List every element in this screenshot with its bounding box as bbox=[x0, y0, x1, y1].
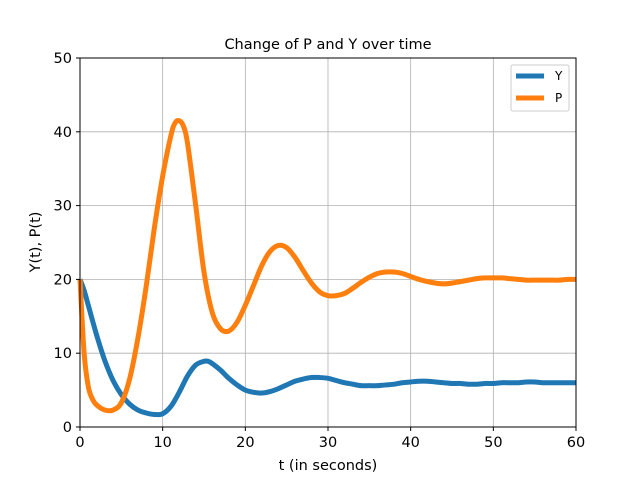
legend: YP bbox=[510, 64, 570, 112]
y-tick-label: 10 bbox=[54, 346, 72, 362]
y-tick-label: 30 bbox=[54, 199, 72, 215]
y-tick-label: 20 bbox=[54, 272, 72, 288]
x-tick-label: 20 bbox=[236, 435, 254, 451]
x-tick-label: 30 bbox=[319, 435, 337, 451]
series-line-p bbox=[77, 118, 577, 414]
y-tick-label: 50 bbox=[54, 51, 72, 67]
series-lines bbox=[77, 118, 577, 418]
x-tick-label: 60 bbox=[567, 435, 585, 451]
series-line-y bbox=[77, 278, 576, 418]
x-tick-label: 0 bbox=[75, 435, 84, 451]
x-ticks: 0 10 20 30 40 50 60 bbox=[75, 427, 585, 451]
x-tick-label: 40 bbox=[401, 435, 419, 451]
x-axis-label: t (in seconds) bbox=[279, 458, 378, 474]
y-ticks: 0 10 20 30 40 50 bbox=[54, 51, 80, 436]
legend-label-y: Y bbox=[554, 69, 563, 83]
x-tick-label: 10 bbox=[153, 435, 171, 451]
legend-label-p: P bbox=[555, 91, 562, 105]
chart-title: Change of P and Y over time bbox=[224, 37, 431, 53]
y-axis-label: Y(t), P(t) bbox=[28, 212, 44, 274]
x-tick-label: 50 bbox=[484, 435, 502, 451]
y-tick-label: 40 bbox=[54, 125, 72, 141]
y-tick-label: 0 bbox=[63, 420, 72, 436]
